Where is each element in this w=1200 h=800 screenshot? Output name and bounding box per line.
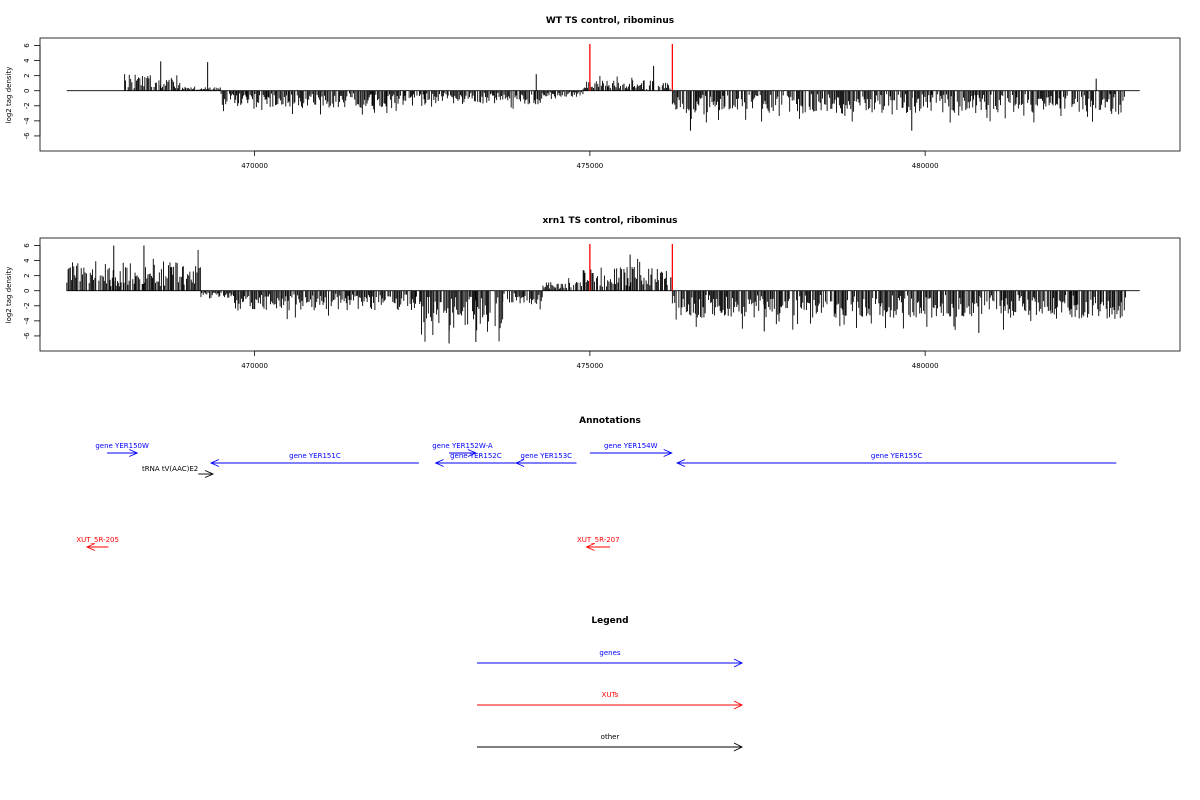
legend-label: genes	[599, 649, 620, 657]
wt-track-title: WT TS control, ribominus	[546, 16, 674, 26]
y-tick-label: 4	[23, 258, 31, 263]
feature-arrowhead	[585, 543, 595, 551]
wt-track-markers	[589, 44, 674, 91]
x-tick-label: 470000	[241, 162, 268, 170]
feature-arrowhead	[85, 543, 96, 551]
feature-label: tRNA tV(AAC)E2	[142, 465, 198, 473]
y-tick-label: 2	[23, 73, 31, 77]
feature-label: XUT_5R-205	[76, 536, 119, 544]
legend-label: XUTs	[602, 691, 619, 699]
y-tick-label: -4	[23, 317, 31, 325]
xrn1-track-y-axis: -6 -4 -2 0 2 4 6	[23, 243, 41, 340]
x-tick-label: 475000	[577, 362, 604, 370]
x-tick-label: 475000	[577, 162, 604, 170]
legend-label: other	[601, 733, 620, 741]
y-tick-label: -2	[23, 102, 31, 109]
feature-label: XUT_5R-207	[577, 536, 620, 544]
legend-title: Legend	[591, 616, 628, 626]
x-tick-label: 480000	[912, 362, 939, 370]
xrn1-track-title: xrn1 TS control, ribominus	[542, 216, 677, 226]
y-tick-label: 6	[23, 43, 31, 48]
xrn1-track-x-axis: 470000 475000 480000	[241, 350, 939, 370]
y-tick-label: -6	[23, 332, 31, 340]
feature-arrowhead	[467, 449, 478, 457]
y-tick-label: 6	[23, 243, 31, 248]
wt-track-x-axis: 470000 475000 480000	[241, 150, 939, 170]
x-tick-label: 470000	[241, 362, 268, 370]
y-tick-label: 4	[23, 58, 31, 63]
y-tick-label: -4	[23, 117, 31, 125]
xrn1-track-panel: xrn1 TS control, ribominus log2 tag dens…	[5, 216, 1181, 370]
feature-label: gene YER152W-A	[432, 442, 493, 450]
y-tick-label: 0	[23, 288, 31, 292]
feature-label: gene YER153C	[521, 452, 573, 460]
y-tick-label: 2	[23, 273, 31, 277]
feature-arrowhead	[675, 459, 686, 467]
annotation-features: gene YER150W tRNA tV(AAC)E2 gene YER151C ge…	[76, 442, 1117, 551]
feature-label: gene YER150W	[95, 442, 149, 450]
legend-arrowhead	[733, 742, 744, 752]
legend-panel: Legend genes XUTs other	[477, 616, 744, 752]
legend-items: genes XUTs other	[477, 649, 744, 752]
legend-arrowhead	[733, 658, 744, 668]
feature-arrowhead	[434, 459, 444, 467]
feature-arrowhead	[204, 470, 215, 478]
y-tick-label: 0	[23, 88, 31, 92]
feature-label: gene YER151C	[289, 452, 341, 460]
feature-arrowhead	[129, 449, 139, 457]
xrn1-track-ylabel: log2 tag density	[5, 267, 13, 324]
feature-arrowhead	[663, 449, 673, 457]
wt-track-bars	[66, 61, 1140, 131]
feature-label: gene YER155C	[871, 452, 923, 460]
xrn1-track-bars	[66, 245, 1140, 344]
x-tick-label: 480000	[912, 162, 939, 170]
feature-arrowhead	[209, 459, 220, 467]
wt-track-panel: WT TS control, ribominus log2 tag densit…	[5, 16, 1181, 170]
wt-track-y-axis: -6 -4 -2 0 2 4 6	[23, 43, 41, 140]
legend-arrowhead	[733, 700, 744, 710]
feature-label: gene YER154W	[604, 442, 658, 450]
annotations-title: Annotations	[579, 416, 641, 426]
y-tick-label: -2	[23, 302, 31, 309]
wt-track-ylabel: log2 tag density	[5, 67, 13, 124]
xrn1-track-markers	[589, 244, 674, 291]
y-tick-label: -6	[23, 132, 31, 140]
feature-label: gene YER152C	[450, 452, 502, 460]
feature-arrowhead	[514, 459, 525, 467]
